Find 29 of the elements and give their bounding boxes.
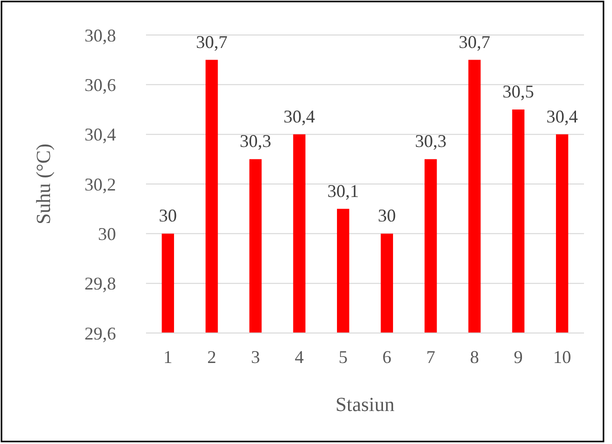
data-label: 30,1 (327, 180, 359, 201)
x-tick-label: 4 (294, 347, 304, 367)
x-tick-label: 1 (163, 347, 172, 367)
x-tick-label: 5 (338, 347, 348, 367)
x-tick-label: 6 (382, 347, 392, 367)
y-tick-label: 30,4 (84, 124, 116, 145)
data-label: 30 (158, 206, 177, 226)
y-tick-label: 29,6 (84, 323, 116, 344)
data-label: 30,7 (458, 32, 490, 52)
x-tick-label: 2 (207, 347, 216, 367)
x-tick-label: 3 (251, 347, 260, 367)
x-tick-label: 7 (426, 347, 436, 367)
y-tick-label: 30,8 (84, 25, 116, 46)
data-label: 30,7 (196, 32, 228, 52)
y-tick-label: 30,6 (84, 74, 116, 95)
data-label: 30,3 (240, 131, 272, 152)
x-axis-title: Stasiun (336, 394, 394, 416)
data-label: 30,4 (546, 106, 578, 126)
data-label: 30 (378, 206, 396, 226)
y-axis-title: Suhu (°C) (33, 144, 55, 224)
y-tick-label: 30 (98, 224, 116, 244)
data-label: 30,3 (414, 131, 446, 152)
y-tick-label: 30,2 (84, 174, 116, 194)
data-label: 30,5 (502, 82, 534, 102)
y-tick-label: 29,8 (84, 274, 116, 294)
x-tick-label: 8 (470, 347, 479, 367)
x-tick-label: 9 (514, 347, 523, 367)
data-label: 30,4 (284, 106, 316, 126)
x-tick-label: 10 (553, 347, 572, 367)
